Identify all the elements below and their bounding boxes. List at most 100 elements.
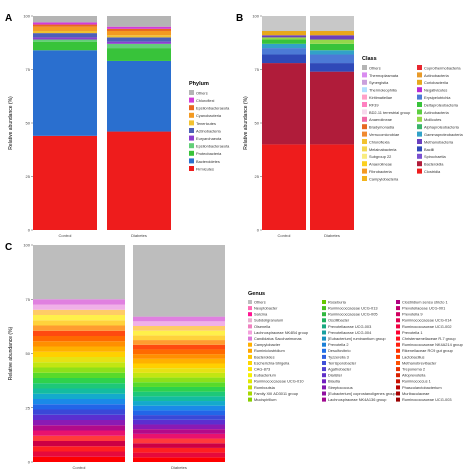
- bar-segment: [310, 71, 354, 145]
- legend-swatch: [322, 306, 326, 311]
- legend-label: Others: [196, 90, 208, 95]
- legend-swatch: [417, 79, 422, 85]
- bar-segment: [33, 351, 125, 357]
- bar-segment: [133, 325, 225, 331]
- legend-label: Lachnospiraceae NK4A136 group: [328, 397, 386, 402]
- legend-b: Others Thermoplasmata Synergistia Thermoleo…: [362, 65, 464, 181]
- bar-segment: [310, 35, 354, 40]
- legend-label: Ruminococcaceae UCG-002: [402, 324, 452, 329]
- bar-segment: [107, 41, 171, 44]
- legend-label: Alloprevotella: [402, 373, 426, 378]
- legend-swatch: [189, 112, 194, 118]
- legend-label: Prevotellaceae UCG-003: [328, 324, 371, 329]
- legend-label: Mollicutes: [424, 117, 441, 122]
- bar-segment: [107, 37, 171, 42]
- legend-swatch: [248, 361, 252, 365]
- legend-label: Agathobacter: [328, 367, 352, 372]
- legend-swatch: [362, 168, 367, 174]
- legend-label: Deltaproteobacteria: [424, 102, 459, 107]
- legend-label: Prevotella 2: [328, 342, 349, 347]
- legend-label: Ruminiclostridium: [254, 348, 285, 353]
- bar-segment: [133, 363, 225, 369]
- axis-group-c: 0 25 50 75 100 Control Diabetes: [23, 243, 187, 471]
- bar-segment: [107, 35, 171, 38]
- bar-segment: [33, 309, 125, 315]
- bar-segment: [133, 452, 225, 458]
- bar-segment: [33, 430, 125, 436]
- legend-swatch: [322, 348, 326, 353]
- legend-label: CAG-873: [254, 367, 270, 372]
- legend-label: Ruminococcaceae UCG-003: [402, 397, 452, 402]
- legend-swatch: [189, 150, 194, 156]
- legend-title-c: Genus: [248, 291, 265, 297]
- bar-segment: [33, 378, 125, 384]
- legend-label: Neoptobacter: [254, 306, 278, 311]
- bar-segment: [133, 396, 225, 402]
- legend-swatch: [396, 361, 400, 365]
- legend-label: Subdoligranulum: [254, 318, 283, 323]
- legend-label: Erysipelotrichia: [424, 95, 451, 100]
- legend-swatch: [248, 312, 252, 317]
- y-tick-label: 75: [26, 297, 31, 302]
- legend-swatch: [189, 128, 194, 133]
- legend-swatch: [396, 300, 400, 304]
- legend-swatch: [362, 116, 367, 122]
- y-tick-label: 50: [26, 351, 31, 356]
- legend-label: Bacilli: [424, 147, 434, 152]
- y-axis-label-c: Relative abundance (%): [8, 326, 14, 380]
- legend-label: Phascolarctobacterium: [402, 385, 442, 390]
- legend-swatch: [189, 90, 194, 95]
- legend-swatch: [417, 153, 422, 159]
- legend-swatch: [189, 158, 194, 164]
- legend-label: Synergistia: [369, 80, 389, 85]
- y-tick-label: 25: [26, 405, 31, 410]
- bar-segment: [133, 401, 225, 406]
- legend-label: Methanobacteria: [424, 139, 454, 144]
- bar-stack-group-c: [33, 245, 225, 462]
- bar-segment: [33, 425, 125, 431]
- legend-swatch: [322, 312, 326, 317]
- legend-swatch: [417, 116, 422, 122]
- legend-label: Tyzzerella 3: [328, 354, 349, 359]
- bar-segment: [33, 420, 125, 426]
- legend-label: Actinobacteria: [424, 110, 449, 115]
- bar-segment: [33, 50, 97, 136]
- bar-segment: [310, 54, 354, 64]
- y-tick-label: 0: [28, 460, 31, 465]
- bar-segment: [33, 372, 125, 378]
- legend-swatch: [189, 135, 194, 141]
- bar-segment: [33, 299, 125, 305]
- y-tick-label: 75: [26, 67, 31, 72]
- legend-swatch: [417, 102, 422, 107]
- legend-label: BD2-11 terrestrial group: [369, 110, 410, 115]
- bar-segment: [33, 388, 125, 394]
- legend-swatch: [248, 300, 252, 304]
- legend-swatch: [322, 342, 326, 347]
- legend-label: Kiritimatiellae: [369, 95, 392, 100]
- bar-segment: [262, 30, 306, 36]
- y-tick-label: 100: [23, 243, 30, 248]
- bar-segment: [133, 419, 225, 425]
- legend-label: Ruminococcaceae UCG-013: [328, 306, 378, 311]
- legend-label: Blautia: [328, 379, 341, 384]
- legend-swatch: [417, 65, 422, 70]
- legend-label: Actinobacteria: [196, 128, 221, 133]
- bar-segment: [107, 28, 171, 31]
- y-tick-label: 50: [255, 121, 260, 126]
- bar-segment: [133, 424, 225, 430]
- legend-swatch: [417, 146, 422, 152]
- bar-segment: [262, 39, 306, 44]
- legend-label: Treponema 2: [402, 367, 425, 372]
- legend-swatch: [362, 153, 367, 159]
- legend-label: Actinobacteria: [424, 73, 449, 78]
- legend-label: Euryarchaeota: [196, 136, 222, 141]
- x-tick-label: Diabetes: [324, 233, 340, 238]
- legend-label: Rikenellaceae RC9 gut group: [402, 348, 453, 353]
- legend-label: Gammaproteobacteria: [424, 132, 464, 137]
- legend-label: Mucispirillum: [254, 397, 276, 402]
- legend-title-b: Class: [362, 56, 377, 62]
- bar-segment: [133, 358, 225, 364]
- legend-swatch: [322, 397, 326, 402]
- legend-swatch: [362, 102, 367, 107]
- bar-segment: [33, 330, 125, 336]
